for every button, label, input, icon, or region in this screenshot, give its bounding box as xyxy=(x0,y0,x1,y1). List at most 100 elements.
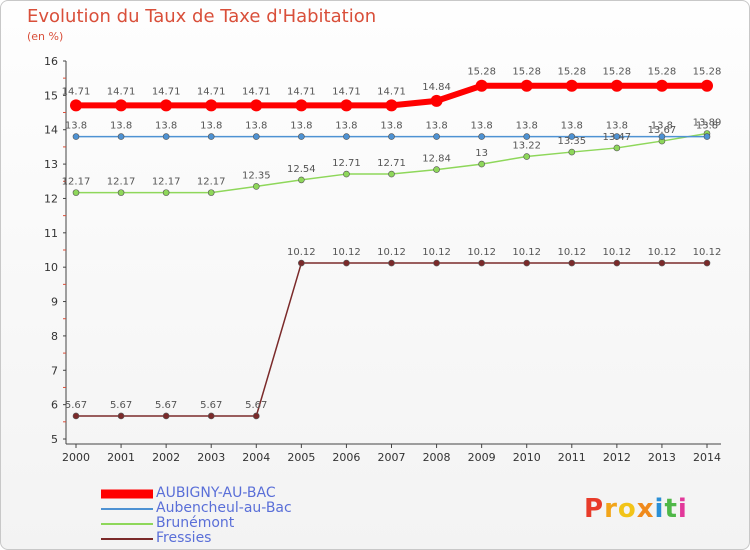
x-tick-label: 2002 xyxy=(152,451,180,464)
x-tick-label: 2009 xyxy=(468,451,496,464)
data-label: 10.12 xyxy=(422,247,451,258)
data-point xyxy=(207,189,215,196)
y-tick-label: 8 xyxy=(51,330,58,343)
chart-legend xyxy=(101,489,153,540)
x-tick-label: 2001 xyxy=(107,451,135,464)
proxiti-logo: Proxiti xyxy=(584,494,688,524)
data-point xyxy=(478,133,485,140)
chart-title: Evolution du Taux de Taxe d'Habitation xyxy=(27,6,377,27)
data-label: 12.35 xyxy=(242,170,271,181)
data-label: 5.67 xyxy=(245,400,267,411)
data-label: 15.28 xyxy=(512,67,541,78)
data-point xyxy=(250,99,263,112)
data-label: 10.12 xyxy=(332,247,361,258)
y-tick-label: 11 xyxy=(44,227,58,240)
data-label: 13.8 xyxy=(516,121,538,132)
data-point xyxy=(70,99,82,112)
data-point xyxy=(433,259,440,267)
data-label: 13.8 xyxy=(290,121,312,132)
chart-unit-label: (en %) xyxy=(27,30,64,43)
data-point xyxy=(523,133,531,140)
data-label: 12.71 xyxy=(332,158,361,169)
x-tick-label: 2014 xyxy=(693,451,721,464)
data-label: 13.8 xyxy=(561,121,583,132)
x-tick-label: 2011 xyxy=(558,451,586,464)
data-label: 14.71 xyxy=(107,86,136,97)
data-point xyxy=(703,259,711,267)
data-label: 14.71 xyxy=(377,86,406,97)
data-label: 13.8 xyxy=(200,121,222,132)
data-point xyxy=(385,99,398,112)
data-point xyxy=(478,259,485,267)
data-point xyxy=(568,148,576,156)
data-label: 10.12 xyxy=(557,247,586,258)
legend-label: Aubencheul-au-Bac xyxy=(156,500,292,516)
data-point xyxy=(433,166,440,173)
data-label: 13.8 xyxy=(65,121,87,132)
y-tick-label: 15 xyxy=(44,89,58,102)
x-tick-label: 2008 xyxy=(423,451,451,464)
logo-letter: i xyxy=(677,494,688,524)
data-label: 13.35 xyxy=(557,136,586,147)
chart-points xyxy=(70,79,713,420)
data-label: 10.12 xyxy=(287,247,316,258)
series-line xyxy=(76,262,707,417)
data-label: 13.8 xyxy=(335,121,357,132)
data-point xyxy=(162,412,170,420)
data-label: 5.67 xyxy=(200,400,222,411)
data-label: 13.8 xyxy=(471,121,493,132)
data-point xyxy=(205,99,218,112)
data-label: 13.8 xyxy=(606,121,628,132)
data-point xyxy=(610,79,623,92)
data-label: 14.84 xyxy=(422,82,451,93)
data-point xyxy=(523,259,531,267)
data-label: 10.12 xyxy=(467,247,496,258)
data-point xyxy=(72,189,80,196)
data-point xyxy=(658,133,666,140)
data-label: 13.8 xyxy=(155,121,177,132)
data-label: 13.22 xyxy=(512,141,541,152)
y-tick-label: 7 xyxy=(51,364,58,377)
data-label: 13.8 xyxy=(380,121,402,132)
data-point xyxy=(430,94,443,107)
data-point xyxy=(343,133,350,140)
data-point xyxy=(162,133,170,140)
y-tick-label: 14 xyxy=(44,124,58,137)
y-tick-label: 16 xyxy=(44,55,58,68)
data-label: 13.8 xyxy=(245,121,267,132)
data-point xyxy=(162,189,170,196)
data-label: 14.71 xyxy=(62,86,91,97)
data-label: 15.28 xyxy=(467,67,496,78)
data-label: 13.8 xyxy=(696,121,718,132)
data-point xyxy=(298,176,305,184)
x-tick-label: 2012 xyxy=(603,451,631,464)
data-label: 12.84 xyxy=(422,154,451,165)
data-label: 13.8 xyxy=(651,121,673,132)
chart-axes: 5 6 7 8 9 10 11 12 13 14 15 16 2000 2001 2002 2003 2004 2… xyxy=(44,55,721,464)
data-point xyxy=(340,99,353,112)
data-point xyxy=(478,160,485,168)
data-point xyxy=(613,133,621,140)
x-tick-label: 2006 xyxy=(332,451,360,464)
logo-letter: o xyxy=(617,494,637,524)
data-label: 13.8 xyxy=(425,121,447,132)
data-label: 13.89 xyxy=(693,118,722,129)
data-point xyxy=(117,133,125,140)
logo-letter: P xyxy=(584,494,605,524)
data-point xyxy=(613,259,621,267)
data-point xyxy=(703,133,711,140)
data-point xyxy=(433,133,440,140)
data-point xyxy=(72,412,80,420)
data-point xyxy=(388,259,395,267)
x-tick-label: 2007 xyxy=(378,451,406,464)
y-tick-label: 5 xyxy=(51,433,58,446)
data-point xyxy=(475,79,488,92)
data-label: 12.17 xyxy=(197,177,226,188)
x-tick-label: 2013 xyxy=(648,451,676,464)
data-label: 13.47 xyxy=(603,132,632,143)
x-tick-label: 2010 xyxy=(513,451,541,464)
data-point xyxy=(701,79,713,92)
data-label: 5.67 xyxy=(110,400,132,411)
logo-letter: i xyxy=(654,494,665,524)
y-tick-label: 12 xyxy=(44,192,58,205)
